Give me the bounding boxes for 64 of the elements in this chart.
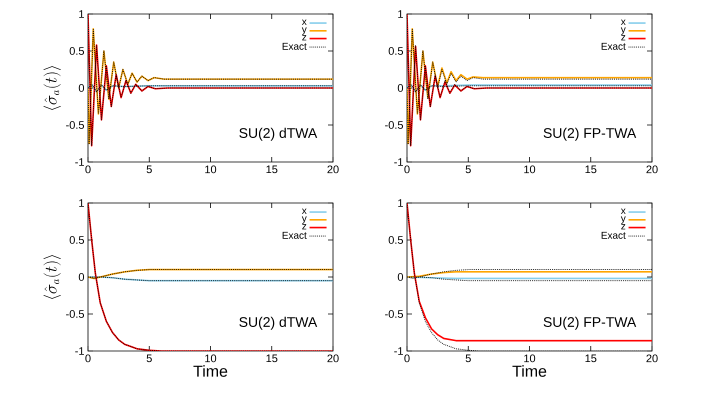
legend-label: Exact <box>602 232 626 239</box>
y-tick-label: -0.5 <box>385 310 404 318</box>
y-tick-label: 0.5 <box>70 47 84 55</box>
x-tick-label: 15 <box>585 166 596 174</box>
x-tick-label: 20 <box>646 166 658 174</box>
y-tick-label: -1 <box>75 347 84 355</box>
x-axis-title: Time <box>193 365 228 377</box>
legend-label: z <box>302 35 306 40</box>
x-axis-title: Time <box>512 365 546 377</box>
legend-label: Exact <box>282 232 307 239</box>
y-tick-label: -0.5 <box>66 310 84 318</box>
legend-label: x <box>302 20 307 25</box>
legend-label: Exact <box>282 42 307 50</box>
legend-label: z <box>302 224 306 230</box>
legend-label: y <box>302 27 307 35</box>
annotation: SU(2) dTWA <box>239 316 318 330</box>
x-tick-label: 0 <box>85 166 91 174</box>
y-tick-label: -0.5 <box>66 121 84 129</box>
legend-label: x <box>302 208 307 214</box>
legend-label: y <box>620 27 626 35</box>
y-tick-label: 1 <box>79 199 84 207</box>
x-tick-label: 10 <box>205 354 216 362</box>
x-tick-label: 0 <box>404 354 410 362</box>
x-tick-label: 10 <box>524 354 536 362</box>
y-tick-label: 0 <box>78 273 84 281</box>
y-axis-title: $\langle \hat{\sigma}_a(t) \rangle$ <box>44 255 61 299</box>
x-tick-label: 20 <box>327 354 339 362</box>
legend-label: x <box>620 20 626 25</box>
y-tick-label: 0.5 <box>388 236 404 244</box>
x-tick-label: 5 <box>146 166 152 174</box>
y-tick-label: 1 <box>398 199 403 207</box>
x-tick-label: 15 <box>585 354 596 362</box>
x-tick-label: 5 <box>466 354 471 362</box>
y-tick-label: -1 <box>75 158 84 166</box>
y-tick-label: -1 <box>394 158 403 166</box>
y-tick-label: -1 <box>394 347 403 355</box>
x-tick-label: 10 <box>524 166 536 174</box>
annotation: SU(2) FP-TWA <box>544 316 636 330</box>
legend-label: Exact <box>602 42 626 50</box>
x-tick-label: 5 <box>146 354 152 362</box>
y-tick-label: 0 <box>398 84 404 92</box>
y-tick-label: 1 <box>398 10 403 18</box>
annotation: SU(2) dTWA <box>239 128 318 141</box>
y-tick-label: 0 <box>78 84 84 92</box>
y-axis-title: $\langle \hat{\sigma}_a(t) \rangle$ <box>44 66 61 110</box>
y-tick-label: 0 <box>398 273 404 281</box>
y-tick-label: 0.5 <box>388 47 404 55</box>
x-tick-label: 0 <box>85 354 91 362</box>
x-tick-label: 20 <box>327 166 339 174</box>
annotation: SU(2) FP-TWA <box>544 128 636 141</box>
legend-label: z <box>621 35 626 40</box>
x-tick-label: 20 <box>646 354 658 362</box>
y-tick-label: 1 <box>79 10 84 18</box>
x-tick-label: 15 <box>266 354 278 362</box>
y-tick-label: 0.5 <box>70 236 84 244</box>
x-tick-label: 15 <box>266 166 278 174</box>
x-tick-label: 5 <box>466 166 471 174</box>
x-tick-label: 10 <box>205 166 216 174</box>
x-tick-label: 0 <box>404 166 410 174</box>
legend-label: y <box>620 216 626 224</box>
y-tick-label: -0.5 <box>385 121 404 129</box>
legend-label: x <box>620 208 626 214</box>
legend-label: y <box>302 216 307 224</box>
legend-label: z <box>621 224 626 230</box>
